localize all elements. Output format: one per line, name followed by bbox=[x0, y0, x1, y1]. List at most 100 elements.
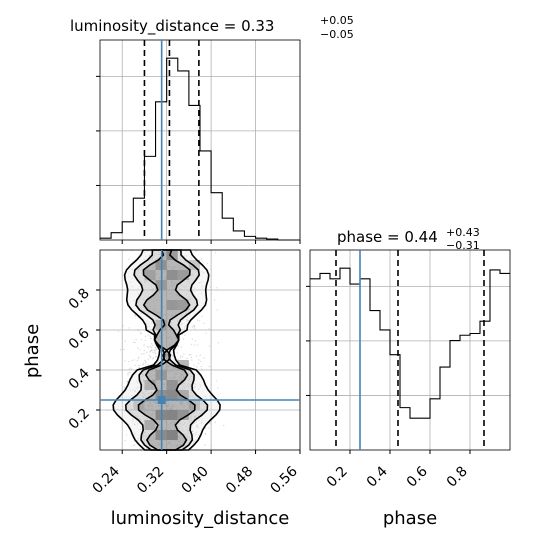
sample-point bbox=[151, 406, 153, 408]
sample-point bbox=[144, 281, 146, 283]
sample-point bbox=[193, 324, 195, 326]
phase-hist-xtick-label: 0.4 bbox=[364, 463, 391, 490]
sample-point bbox=[151, 437, 153, 440]
sample-point bbox=[180, 403, 182, 405]
sample-point bbox=[168, 314, 170, 316]
sample-point bbox=[199, 413, 202, 415]
sample-point bbox=[194, 434, 197, 436]
sample-point bbox=[143, 349, 145, 352]
sample-point bbox=[142, 373, 144, 376]
sample-point bbox=[153, 253, 156, 255]
sample-point bbox=[176, 405, 179, 407]
sample-point bbox=[148, 254, 151, 257]
sample-point bbox=[151, 413, 153, 415]
sample-point bbox=[201, 420, 203, 422]
sample-point bbox=[197, 426, 199, 429]
sample-point bbox=[149, 401, 152, 403]
sample-point bbox=[193, 440, 196, 443]
sample-point bbox=[138, 417, 141, 420]
sample-point bbox=[186, 429, 189, 432]
sample-point bbox=[136, 439, 139, 442]
sample-point bbox=[166, 406, 168, 408]
sample-point bbox=[196, 269, 198, 272]
sample-point bbox=[170, 444, 172, 446]
sample-point bbox=[180, 378, 182, 380]
sample-point bbox=[162, 387, 164, 390]
sample-point bbox=[138, 268, 141, 270]
sample-point bbox=[149, 350, 152, 353]
sample-point bbox=[162, 257, 165, 259]
sample-point bbox=[187, 403, 189, 405]
sample-point bbox=[201, 285, 203, 288]
density-cell bbox=[166, 380, 178, 390]
sample-point bbox=[154, 353, 157, 355]
sample-point bbox=[151, 256, 154, 258]
sample-point bbox=[185, 285, 188, 287]
sample-point bbox=[192, 442, 195, 445]
sample-point bbox=[150, 393, 152, 395]
phase-hist-frame bbox=[309, 249, 511, 451]
sample-point bbox=[172, 405, 174, 407]
sample-point bbox=[170, 337, 172, 339]
sample-point bbox=[182, 383, 185, 385]
sample-point bbox=[198, 359, 200, 361]
sample-point bbox=[194, 416, 196, 418]
sample-point bbox=[171, 292, 173, 294]
sample-point bbox=[190, 391, 192, 394]
sample-point bbox=[169, 266, 172, 268]
sample-point bbox=[167, 326, 169, 329]
sample-point bbox=[171, 314, 173, 316]
sample-point bbox=[152, 410, 155, 412]
sample-point bbox=[187, 432, 189, 434]
sample-point bbox=[196, 366, 198, 368]
sample-point bbox=[170, 331, 172, 334]
sample-point bbox=[138, 367, 140, 369]
sample-point bbox=[175, 372, 177, 375]
sample-point bbox=[210, 412, 213, 414]
sample-point bbox=[186, 402, 189, 404]
sample-point bbox=[188, 396, 191, 398]
sample-point bbox=[158, 404, 161, 407]
sample-point bbox=[156, 421, 158, 423]
sample-point bbox=[137, 293, 139, 295]
sample-point bbox=[151, 285, 153, 287]
y-axis-label-phase: phase bbox=[22, 324, 43, 378]
sample-point bbox=[168, 365, 170, 368]
sample-point bbox=[126, 381, 129, 383]
sample-point bbox=[198, 434, 200, 436]
sample-point bbox=[140, 332, 142, 335]
sample-point bbox=[217, 387, 219, 389]
sample-point bbox=[140, 280, 143, 283]
sample-point bbox=[128, 327, 130, 329]
sample-point bbox=[123, 348, 125, 351]
sample-point bbox=[166, 422, 168, 424]
sample-point bbox=[175, 294, 177, 296]
sample-point bbox=[176, 444, 179, 446]
sample-point bbox=[149, 356, 152, 358]
sample-point bbox=[147, 334, 149, 336]
sample-point bbox=[183, 405, 186, 407]
sample-point bbox=[155, 347, 157, 349]
sample-point bbox=[189, 417, 191, 419]
sample-point bbox=[184, 434, 186, 436]
sample-point bbox=[180, 440, 182, 443]
sample-point bbox=[172, 355, 174, 358]
sample-point bbox=[158, 250, 160, 253]
sample-point bbox=[186, 385, 188, 387]
sample-point bbox=[149, 404, 152, 406]
sample-point bbox=[190, 372, 192, 374]
y-tick-label: 0.6 bbox=[66, 325, 93, 352]
sample-point bbox=[124, 360, 126, 362]
sample-point bbox=[163, 403, 166, 406]
sample-point bbox=[168, 442, 170, 444]
sample-point bbox=[149, 356, 151, 359]
sample-point bbox=[187, 371, 189, 373]
sample-point bbox=[191, 430, 194, 432]
sample-point bbox=[193, 398, 195, 400]
sample-point bbox=[177, 358, 179, 360]
sample-point bbox=[209, 422, 211, 424]
sample-point bbox=[187, 439, 189, 441]
sample-point bbox=[162, 383, 164, 385]
sample-point bbox=[172, 313, 174, 315]
sample-point bbox=[163, 444, 165, 446]
